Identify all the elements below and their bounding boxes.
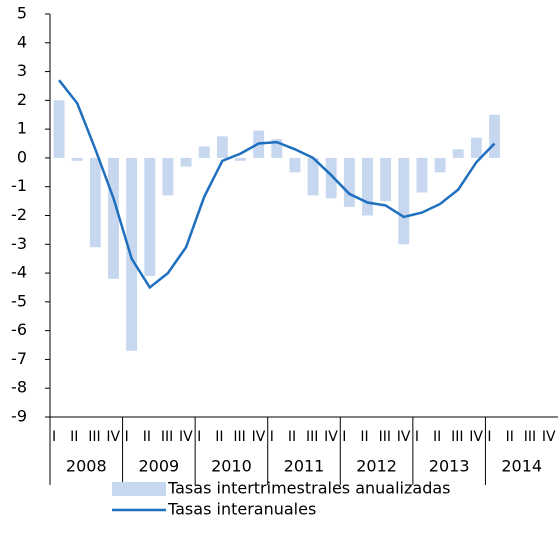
- bar: [416, 157, 428, 193]
- year-label: 2010: [211, 457, 252, 476]
- year-label: 2012: [356, 457, 397, 476]
- y-tick-label: 1: [17, 119, 27, 138]
- x-tick-label: I: [52, 429, 56, 445]
- bar: [235, 157, 246, 161]
- bar: [325, 157, 337, 199]
- bar: [289, 157, 301, 173]
- bar: [53, 100, 65, 158]
- x-tick-label: I: [415, 429, 419, 445]
- x-tick-label: II: [215, 429, 223, 445]
- x-tick-label: II: [360, 429, 368, 445]
- x-tick-label: III: [524, 429, 536, 445]
- line: [58, 79, 496, 290]
- year-label: 2014: [501, 457, 542, 476]
- bar: [271, 139, 283, 158]
- x-tick-label: IV: [252, 429, 266, 445]
- bar: [434, 157, 446, 173]
- x-tick-label: III: [379, 429, 391, 445]
- bar: [380, 157, 392, 202]
- y-tick-label: -5: [11, 291, 27, 310]
- year-label: 2011: [284, 457, 325, 476]
- y-tick-label: -2: [11, 205, 27, 224]
- bar: [489, 114, 500, 158]
- x-tick-label: IV: [542, 429, 556, 445]
- x-tick-label: I: [342, 429, 346, 445]
- bar: [452, 149, 464, 158]
- bar: [180, 157, 192, 167]
- bar: [398, 157, 410, 245]
- x-tick-label: IV: [469, 429, 483, 445]
- x-tick-label: II: [288, 429, 296, 445]
- bar: [216, 136, 228, 158]
- bar: [343, 157, 355, 207]
- bar: [362, 157, 373, 216]
- x-tick-label: II: [506, 429, 514, 445]
- x-tick-label: II: [143, 429, 151, 445]
- x-tick-label: I: [197, 429, 201, 445]
- y-tick-label: 3: [17, 61, 27, 80]
- y-tick-label: -8: [11, 378, 27, 397]
- bar: [71, 157, 83, 161]
- x-tick-label: III: [161, 429, 173, 445]
- x-tick-label: IV: [397, 429, 411, 445]
- bar: [470, 137, 482, 158]
- legend-label: Tasas intertrimestrales anualizadas: [167, 479, 450, 498]
- y-tick-label: -1: [11, 176, 27, 195]
- y-tick-label: -9: [11, 407, 27, 426]
- y-tick-label: 5: [17, 4, 27, 23]
- x-tick-label: III: [88, 429, 100, 445]
- y-tick-label: -3: [11, 234, 27, 253]
- x-tick-label: I: [487, 429, 491, 445]
- year-label: 2008: [66, 457, 107, 476]
- bar: [162, 157, 174, 196]
- bar: [198, 146, 210, 158]
- y-tick-label: 2: [17, 90, 27, 109]
- y-tick-label: 0: [17, 147, 27, 166]
- y-tick-label: 4: [17, 32, 27, 51]
- legend-label: Tasas interanuales: [167, 500, 316, 519]
- x-tick-label: III: [306, 429, 318, 445]
- y-tick-label: -4: [11, 263, 27, 282]
- bar: [307, 157, 319, 196]
- legend-swatch: [112, 482, 166, 496]
- x-tick-label: III: [233, 429, 245, 445]
- x-tick-label: II: [433, 429, 441, 445]
- bar: [144, 157, 156, 276]
- x-tick-label: I: [270, 429, 274, 445]
- x-tick-label: IV: [179, 429, 193, 445]
- x-tick-label: IV: [106, 429, 120, 445]
- x-tick-label: II: [70, 429, 78, 445]
- x-tick-label: III: [451, 429, 463, 445]
- x-tick-label: I: [125, 429, 129, 445]
- y-tick-label: -6: [11, 320, 27, 339]
- bar: [108, 157, 119, 279]
- year-label: 2009: [138, 457, 179, 476]
- bar: [89, 157, 101, 248]
- x-tick-label: IV: [324, 429, 338, 445]
- year-label: 2013: [429, 457, 470, 476]
- y-tick-label: -7: [11, 349, 27, 368]
